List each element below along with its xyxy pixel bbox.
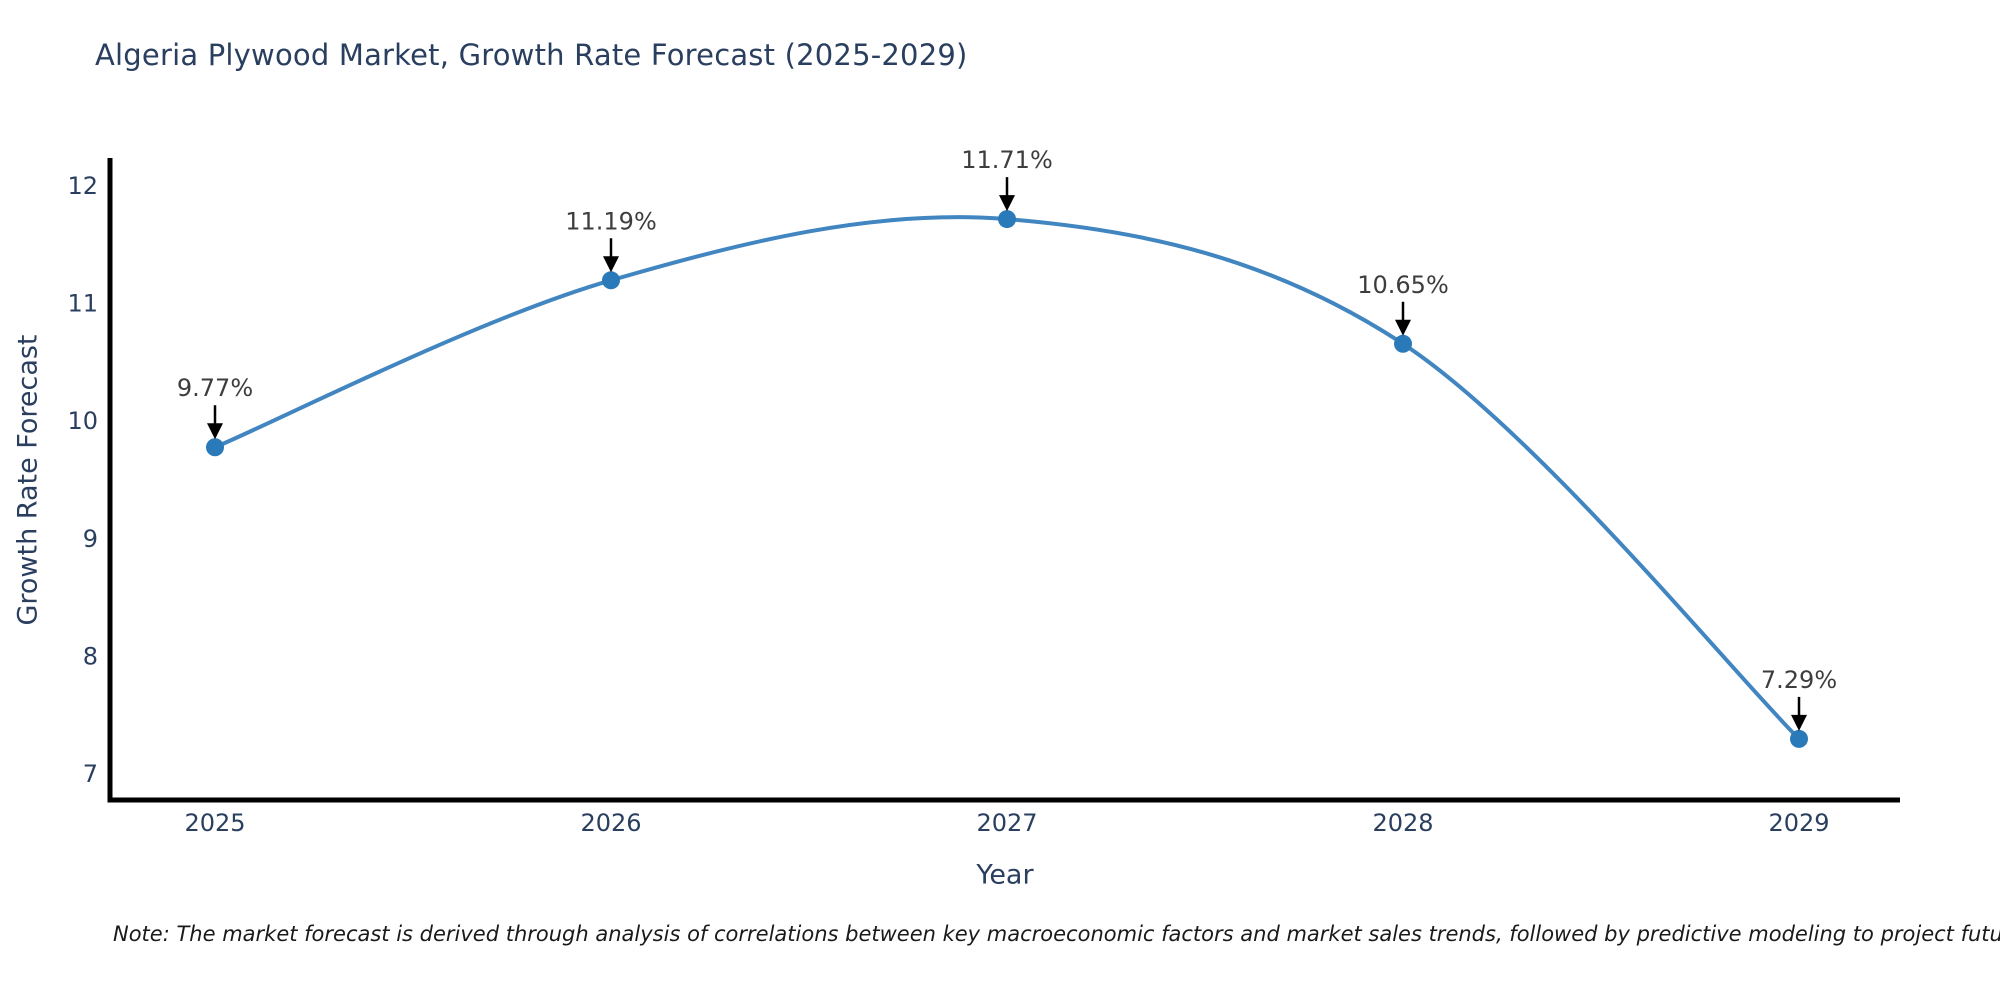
annotation-arrow-head: [1791, 714, 1807, 731]
data-point-label: 9.77%: [177, 374, 253, 402]
annotation-arrow-head: [1395, 319, 1411, 336]
data-point-marker: [602, 271, 620, 290]
x-tick-label: 2025: [184, 809, 245, 837]
data-point-marker: [206, 438, 224, 457]
x-tick-label: 2027: [976, 809, 1037, 837]
y-tick-label: 10: [67, 407, 98, 435]
annotation-arrow-head: [207, 423, 223, 440]
y-tick-label: 8: [83, 642, 98, 670]
data-point-marker: [1790, 729, 1808, 748]
chart-title: Algeria Plywood Market, Growth Rate Fore…: [95, 38, 968, 72]
x-axis-title: Year: [976, 859, 1034, 891]
y-tick-label: 12: [67, 172, 98, 200]
x-tick-label: 2026: [580, 809, 641, 837]
annotation-arrow-head: [603, 256, 619, 273]
line-series: [213, 215, 1801, 741]
annotation-arrow-head: [999, 195, 1015, 212]
x-tick-label: 2028: [1372, 809, 1433, 837]
y-tick-label: 7: [83, 760, 98, 788]
y-tick-label: 11: [67, 290, 98, 318]
x-tick-label: 2029: [1768, 809, 1829, 837]
data-point-marker: [1394, 334, 1412, 353]
y-tick-label: 9: [83, 525, 98, 553]
data-point-label: 7.29%: [1761, 666, 1837, 694]
data-point-label: 11.71%: [961, 146, 1053, 174]
data-point-label: 10.65%: [1357, 271, 1449, 299]
data-point-label: 11.19%: [565, 207, 657, 235]
footnote: Note: The market forecast is derived thr…: [113, 922, 2000, 946]
data-point-marker: [998, 210, 1016, 229]
